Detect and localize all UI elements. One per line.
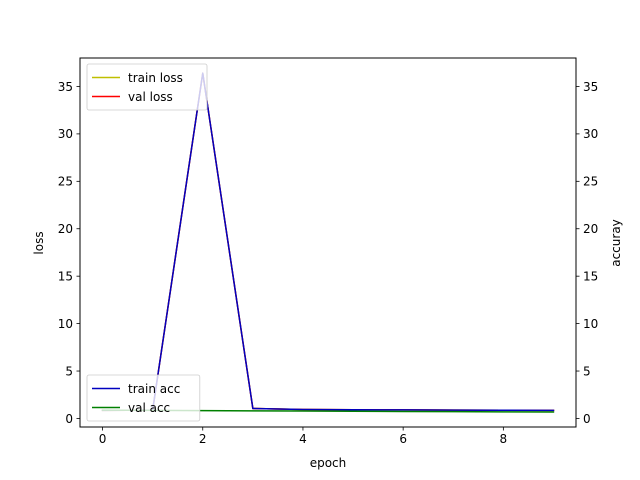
plot-area-frame — [79, 57, 577, 428]
left-y-tick-label: 5 — [65, 364, 73, 378]
x-axis-label: epoch — [310, 456, 347, 470]
right-y-tick-label: 25 — [583, 175, 598, 189]
right-y-tick-label: 30 — [583, 127, 598, 141]
right-y-axis-label: accuray — [609, 219, 623, 267]
legend-label-train-loss: train loss — [128, 71, 183, 85]
right-y-tick-label: 0 — [583, 412, 591, 426]
left-y-tick-label: 15 — [58, 269, 73, 283]
x-tick-label: 4 — [299, 432, 307, 446]
series-line-train-acc — [101, 72, 555, 412]
left-y-axis-ticks: 0 5 10 15 20 25 30 35 — [58, 80, 80, 426]
left-y-tick-label: 10 — [58, 317, 73, 331]
right-y-tick-label: 15 — [583, 269, 598, 283]
legend-label-val-acc: val acc — [128, 401, 170, 415]
x-tick-label: 2 — [199, 432, 207, 446]
left-y-tick-label: 25 — [58, 175, 73, 189]
right-y-tick-label: 10 — [583, 317, 598, 331]
right-y-tick-label: 35 — [583, 80, 598, 94]
x-axis-ticks: 0 2 4 6 8 — [99, 427, 507, 446]
x-tick-label: 0 — [99, 432, 107, 446]
left-y-axis-label: loss — [32, 231, 46, 254]
left-y-tick-label: 30 — [58, 127, 73, 141]
left-y-tick-label: 20 — [58, 222, 73, 236]
right-y-tick-label: 5 — [583, 364, 591, 378]
left-y-tick-label: 0 — [65, 412, 73, 426]
legend-layer: train loss val loss train acc val acc — [86, 63, 208, 422]
legend-label-val-loss: val loss — [128, 90, 173, 104]
legend-upper-left: train loss val loss — [86, 63, 208, 111]
left-y-tick-label: 35 — [58, 80, 73, 94]
right-y-tick-label: 20 — [583, 222, 598, 236]
x-tick-label: 6 — [399, 432, 407, 446]
legend-box — [86, 63, 208, 111]
x-tick-label: 8 — [500, 432, 508, 446]
legend-label-train-acc: train acc — [128, 382, 180, 396]
legend-box — [86, 374, 201, 422]
legend-lower-left: train acc val acc — [86, 374, 201, 422]
right-y-axis-ticks: 0 5 10 15 20 25 30 35 — [576, 80, 598, 426]
